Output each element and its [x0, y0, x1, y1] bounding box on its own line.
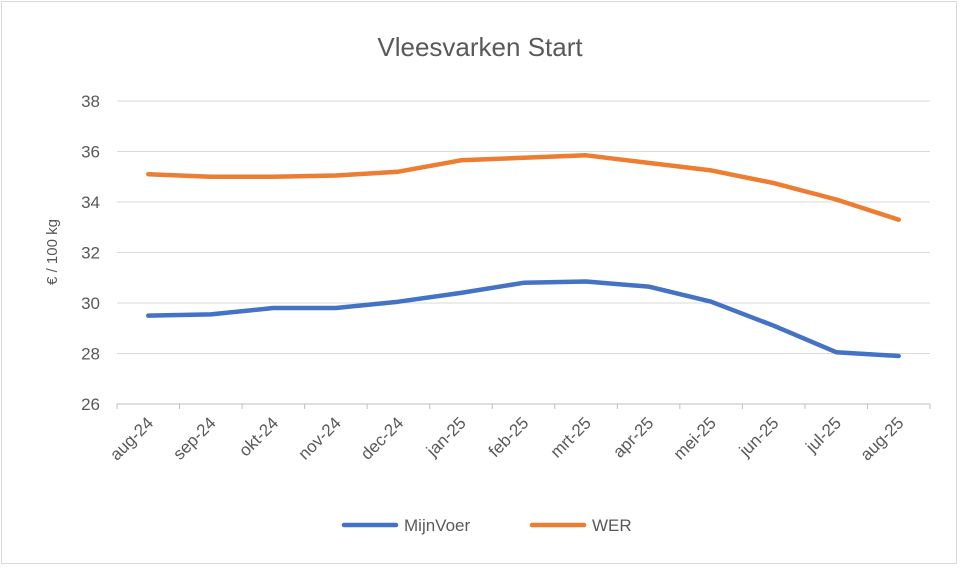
series-lines — [146, 153, 901, 359]
series-line-mijnvoer — [146, 279, 901, 359]
y-tick-label: 30 — [81, 294, 100, 313]
x-tick-label: mrt-25 — [547, 413, 595, 461]
y-axis-label: € / 100 kg — [44, 219, 61, 285]
x-tick-label: okt-24 — [235, 413, 282, 460]
y-tick-label: 38 — [81, 92, 100, 111]
x-tick-label: apr-25 — [609, 413, 657, 461]
legend-label: WER — [592, 516, 632, 535]
x-tick-label: sep-24 — [169, 413, 219, 463]
x-tick-label: jan-25 — [422, 413, 470, 461]
series-line-wer — [146, 153, 901, 222]
y-tick-label: 26 — [81, 395, 100, 414]
gridlines — [117, 100, 930, 354]
x-tick-label: aug-25 — [857, 413, 908, 464]
x-tick-label: jun-25 — [735, 413, 783, 461]
x-axis: aug-24 sep-24 okt-24 nov-24 dec-24 jan-25 feb-… — [106, 403, 931, 464]
y-tick-label: 28 — [81, 345, 100, 364]
y-axis-ticks: 26 28 30 32 34 36 38 — [81, 92, 100, 414]
x-tick-label: jul-25 — [801, 413, 845, 457]
legend: MijnVoer WER — [341, 516, 632, 535]
y-tick-label: 32 — [81, 244, 100, 263]
y-tick-label: 34 — [81, 193, 100, 212]
y-tick-label: 36 — [81, 143, 100, 162]
x-tick-label: feb-25 — [485, 413, 533, 461]
x-tick-label: aug-24 — [106, 413, 157, 464]
x-tick-label: nov-24 — [295, 413, 345, 463]
legend-label: MijnVoer — [404, 516, 470, 535]
x-tick-label: dec-24 — [357, 413, 407, 463]
chart-title: Vleesvarken Start — [377, 32, 583, 62]
x-tick-label: mei-25 — [670, 413, 720, 463]
